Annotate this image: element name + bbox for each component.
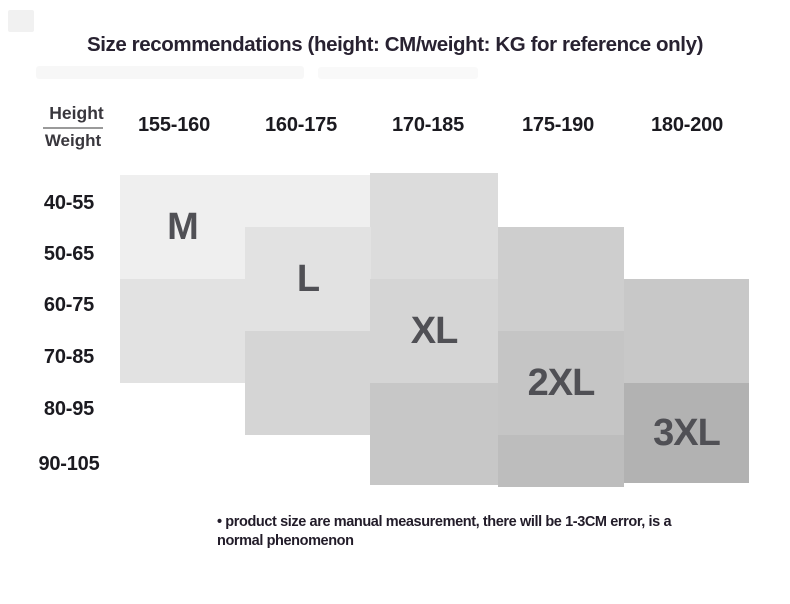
column-header-height-5: 180-200 [651,114,723,136]
size-label-xl: XL [410,309,459,352]
row-label-weight-1: 40-55 [43,192,95,214]
size-label-2xl: 2XL [527,361,596,404]
row-label-weight-3: 60-75 [43,294,95,316]
row-label-weight-5: 80-95 [43,398,95,420]
axis-corner-divider [43,127,103,129]
xl-core-block [370,279,498,383]
l-lower-block [245,331,371,435]
row-label-weight-4: 70-85 [43,346,95,368]
column-header-height-1: 155-160 [138,114,210,136]
2xl-core-block [498,331,624,435]
xl-upper-block [370,173,498,279]
column-header-height-4: 175-190 [522,114,594,136]
row-label-weight-2: 50-65 [43,243,95,265]
footnote: • product size are manual measurement, t… [217,513,777,551]
xl-lower-block [370,383,498,485]
axis-corner: Height Weight [34,103,112,151]
weight-axis-label: Weight [44,131,102,150]
page-title: Size recommendations (height: CM/weight:… [86,33,704,56]
height-axis-label: Height [49,103,104,123]
size-label-3xl: 3XL [653,411,721,454]
m-lower-block [120,279,245,383]
column-header-height-3: 170-185 [392,114,464,136]
row-label-weight-6: 90-105 [38,453,100,475]
3xl-core-block [624,383,749,483]
footnote-line-1: • product size are manual measurement, t… [217,514,672,530]
2xl-upper-block [498,227,624,331]
column-header-height-2: 160-175 [265,114,337,136]
2xl-lower-block [498,435,624,487]
size-label-m: M [167,205,199,248]
3xl-upper-block [624,279,749,383]
footnote-line-2: normal phenomenon [217,533,354,549]
l-core-block [245,227,371,331]
size-label-l: L [296,257,320,300]
